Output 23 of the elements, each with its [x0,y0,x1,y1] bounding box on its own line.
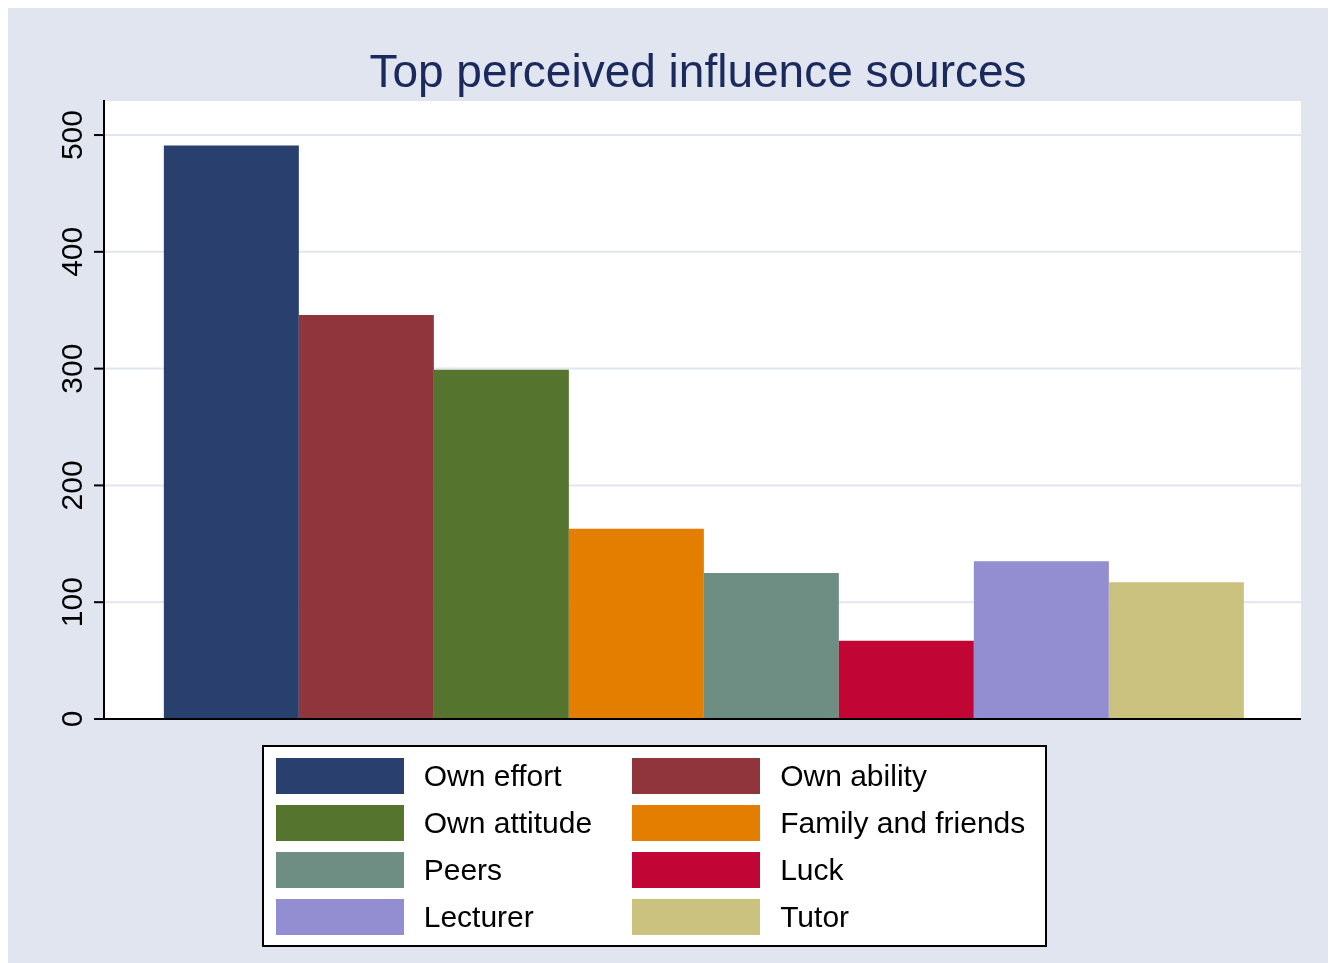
y-tick-label: 0 [55,710,88,728]
y-tick-label: 100 [55,577,88,628]
bar [568,528,704,719]
bar [838,640,974,719]
y-tick-label: 300 [55,343,88,394]
legend-label: Family and friends [780,805,1026,840]
bar [433,369,569,719]
legend-label: Lecturer [423,899,534,934]
legend-label: Own attitude [423,805,593,840]
legend-label: Own effort [423,758,562,793]
y-tick-label: 200 [55,460,88,511]
chart-title: Top perceived influence sources [368,44,1028,98]
bar [298,314,434,719]
bar [703,573,839,719]
bar [973,561,1109,719]
bar [163,145,299,719]
bar [1108,582,1244,719]
legend-label: Own ability [780,758,927,793]
legend-label: Peers [423,852,503,887]
y-tick-label: 400 [55,226,88,277]
y-tick-label: 500 [55,110,88,161]
legend-label: Luck [780,852,844,887]
legend-label: Tutor [780,899,850,934]
